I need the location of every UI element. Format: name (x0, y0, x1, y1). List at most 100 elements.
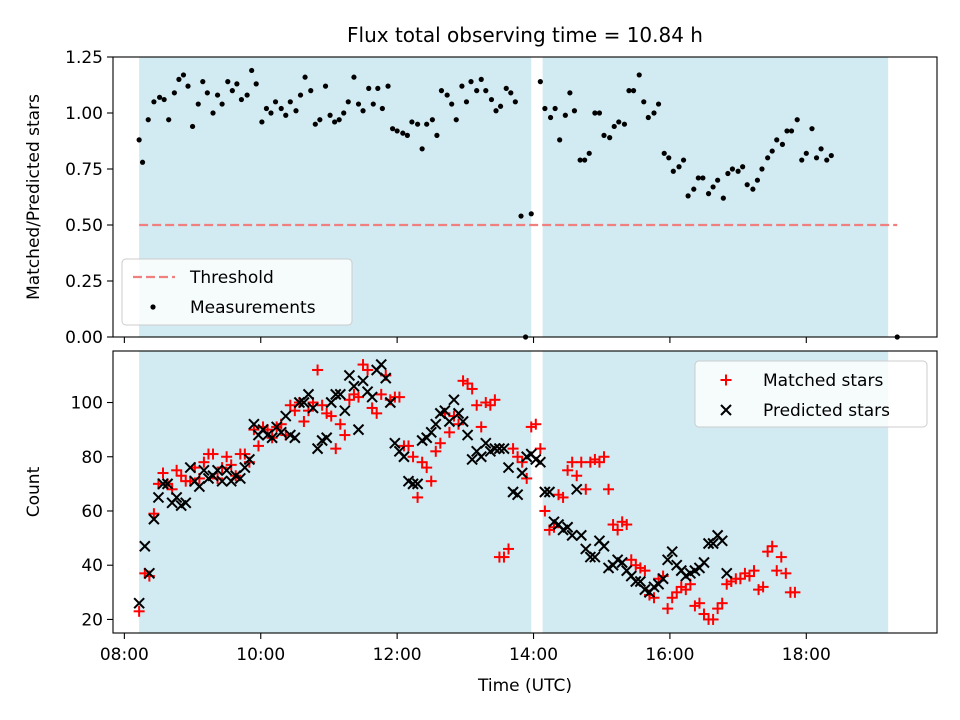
matched-star-point (707, 613, 719, 625)
predicted-star-point (298, 396, 310, 409)
legend-predicted-label: Predicted stars (763, 401, 890, 421)
predicted-star-point (380, 372, 392, 384)
x-stroke-b (311, 442, 324, 455)
measurement-point (166, 117, 172, 123)
x-stroke-b (425, 426, 437, 439)
measurement-point (512, 99, 518, 105)
predicted-star-point (216, 475, 228, 487)
x-stroke-b (261, 429, 274, 441)
measurement-point (332, 119, 338, 125)
matched-star-point (471, 399, 483, 411)
predicted-star-point (343, 369, 356, 382)
measurement-point (195, 101, 201, 107)
measurement-point (769, 148, 775, 154)
matched-star-point (312, 364, 324, 376)
x-stroke-b (389, 437, 401, 449)
x-stroke-b (598, 540, 610, 552)
matched-star-point (562, 464, 574, 476)
x-stroke-b (275, 426, 287, 439)
x-stroke-b (161, 478, 174, 490)
y-tick-label: 0.00 (65, 328, 103, 348)
x-stroke-b (384, 396, 397, 409)
predicted-star-point (466, 453, 478, 466)
measurement-point (385, 83, 391, 89)
predicted-star-point (398, 451, 410, 463)
x-stroke-b (666, 545, 678, 558)
predicted-star-point (375, 358, 387, 371)
measurement-point (468, 79, 474, 85)
matched-star-point (598, 451, 610, 463)
measurement-point (370, 101, 376, 107)
predicted-star-point (198, 464, 210, 477)
legend-matched-label: Matched stars (763, 371, 883, 391)
x-stroke-b (457, 415, 469, 428)
x-stroke-b (248, 418, 260, 430)
legend-measurement-swatch (150, 304, 156, 310)
predicted-star-point (170, 491, 183, 504)
x-stroke-b (230, 470, 242, 482)
x-stroke-b (448, 394, 460, 406)
x-stroke-b (475, 451, 487, 463)
measurement-point (586, 150, 592, 156)
matched-star-point (498, 551, 510, 563)
measurement-point (744, 182, 750, 188)
matched-star-point (403, 440, 415, 452)
measurement-point (784, 128, 790, 134)
y-tick-label: 1.25 (65, 48, 103, 68)
measurement-point (268, 110, 274, 116)
measurement-point (400, 130, 406, 136)
x-stroke-b (334, 388, 347, 401)
predicted-star-point (452, 407, 465, 420)
x-stroke-b (133, 597, 145, 609)
x-stroke-b (561, 521, 574, 533)
measurement-point (567, 90, 573, 96)
x-stroke-b (139, 540, 151, 552)
measurement-point (272, 99, 279, 105)
x-stroke-b (193, 480, 206, 493)
predicted-star-point (275, 426, 287, 439)
x-tick-label: 12:00 (373, 645, 422, 665)
measurement-point (234, 81, 240, 87)
predicted-star-point (480, 437, 492, 449)
measurement-point (249, 67, 255, 74)
legend-measurement-label: Measurements (190, 298, 316, 318)
matched-star-point (771, 565, 783, 577)
predicted-star-point (220, 464, 233, 477)
predicted-star-point (584, 551, 597, 563)
matched-star-point (503, 543, 515, 555)
measurement-point (355, 101, 362, 107)
measurement-point (596, 110, 603, 116)
measurement-point (345, 99, 351, 105)
measurement-point (715, 177, 721, 183)
measurement-point (394, 128, 400, 134)
measurement-point (253, 81, 259, 87)
x-stroke-b (611, 554, 624, 566)
x-stroke-b (466, 453, 478, 466)
x-stroke-b (575, 529, 587, 542)
x-axis-label: Time (UTC) (477, 676, 572, 696)
predicted-star-point (575, 529, 587, 542)
measurement-point (645, 114, 651, 121)
matched-star-point (407, 451, 419, 463)
measurement-point (204, 90, 210, 96)
x-stroke-b (702, 537, 715, 550)
x-stroke-b (543, 486, 556, 498)
matched-star-point (212, 472, 224, 484)
matched-star-point (330, 443, 342, 455)
predicted-star-point (293, 396, 306, 409)
predicted-star-point (133, 597, 145, 609)
measurement-point (803, 150, 809, 156)
y-axis-label: Matched/Predicted stars (24, 94, 44, 300)
measurement-point (151, 99, 157, 105)
y-tick-label: 0.50 (65, 216, 103, 236)
x-stroke-b (720, 404, 732, 416)
measurement-point (577, 157, 583, 163)
x-stroke-b (280, 410, 292, 422)
predicted-star-point (598, 540, 610, 552)
x-stroke-b (325, 396, 337, 409)
legend-predicted-swatch (720, 404, 732, 416)
predicted-star-point (511, 489, 524, 501)
x-stroke-b (657, 573, 669, 585)
matched-star-point (339, 429, 351, 441)
predicted-star-point (330, 388, 342, 401)
